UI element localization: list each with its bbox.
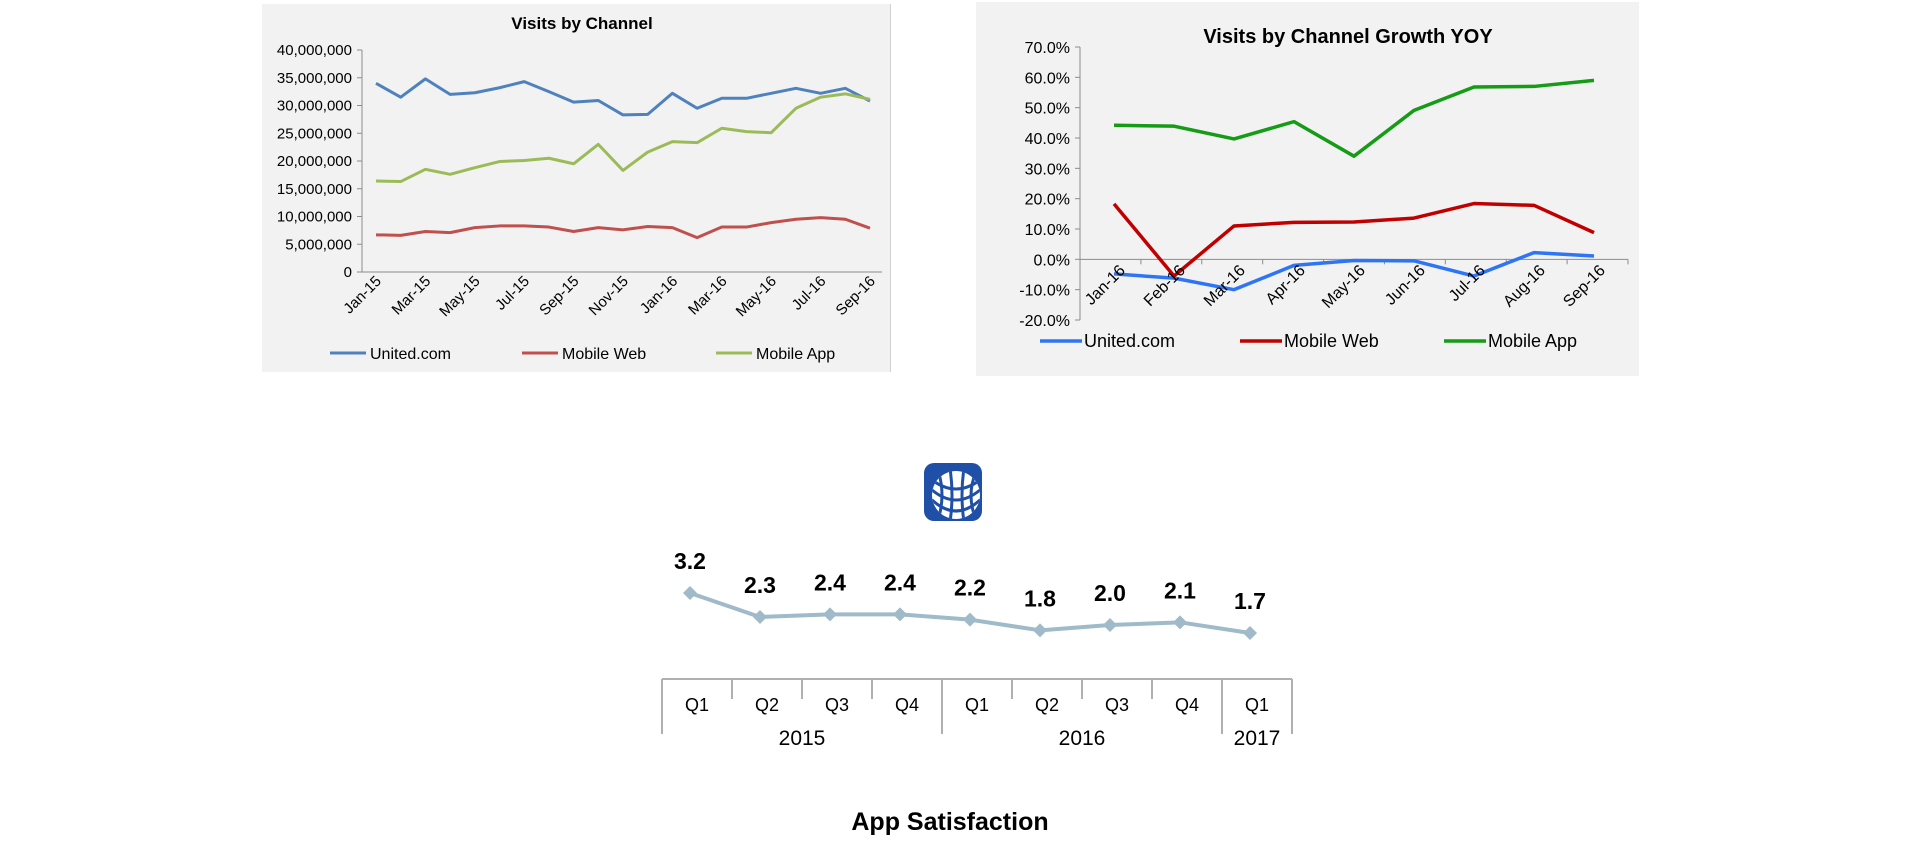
x-tick-label: Jan-16 xyxy=(1082,262,1129,309)
series-line-mobile-app xyxy=(1113,78,1595,158)
chart-title: Visits by Channel Growth YOY xyxy=(1203,26,1493,48)
y-tick-label: 10,000,000 xyxy=(277,209,352,226)
visits-growth-yoy-panel: Visits by Channel Growth YOY -20.0% -10.0… xyxy=(976,2,1639,376)
data-label: 2.3 xyxy=(744,572,776,598)
data-point-marker xyxy=(963,612,977,627)
quarter-label: Q1 xyxy=(685,695,709,715)
globe-logo-icon xyxy=(924,463,982,521)
visits-by-channel-chart: Visits by Channel 0 5,000,000 10,000,000 15… xyxy=(277,14,882,363)
x-tick-label: Sep-16 xyxy=(833,273,879,319)
quarter-label: Q4 xyxy=(895,695,919,715)
data-label: 3.2 xyxy=(674,548,706,574)
data-point-marker xyxy=(753,610,767,624)
y-tick-label: 0 xyxy=(344,264,352,281)
quarter-label: Q2 xyxy=(1035,695,1059,715)
visits-by-channel-panel: Visits by Channel 0 5,000,000 10,000,000 15… xyxy=(262,4,891,372)
quarter-label: Q2 xyxy=(755,695,779,715)
series-line-mobile-app xyxy=(375,92,871,184)
series-line-united-com xyxy=(1113,250,1595,292)
data-point-marker xyxy=(1103,618,1117,632)
data-label: 2.2 xyxy=(954,575,986,601)
y-tick-label: 30.0% xyxy=(1025,161,1070,178)
legend-label: Mobile App xyxy=(1488,331,1577,351)
quarter-label: Q4 xyxy=(1175,695,1199,715)
data-point-marker xyxy=(893,607,907,622)
y-tick-label: 10.0% xyxy=(1025,222,1070,239)
series-line-mobile-web xyxy=(1112,201,1595,278)
data-point-marker xyxy=(823,607,837,622)
x-tick-label: Nov-15 xyxy=(586,273,632,319)
x-tick-label: May-15 xyxy=(436,273,483,320)
x-tick-label: Jul-16 xyxy=(789,273,830,314)
x-tick-label: Aug-16 xyxy=(1500,262,1549,311)
data-point-marker xyxy=(1033,623,1047,638)
y-tick-label: 5,000,000 xyxy=(285,236,352,253)
data-label: 1.8 xyxy=(1024,585,1056,611)
chart-title: Visits by Channel xyxy=(511,14,652,33)
x-tick-label: Mar-16 xyxy=(685,273,731,319)
quarter-label: Q3 xyxy=(1105,695,1129,715)
y-tick-label: 30,000,000 xyxy=(277,98,352,115)
x-tick-label: Sep-16 xyxy=(1560,262,1609,311)
year-label: 2017 xyxy=(1234,727,1281,750)
series-line-united-com xyxy=(375,77,871,117)
y-tick-label: 40.0% xyxy=(1025,131,1070,148)
data-point-marker xyxy=(1173,615,1187,630)
legend-label: United.com xyxy=(1084,331,1175,351)
x-tick-label: Jan-16 xyxy=(637,273,681,317)
legend-label: Mobile App xyxy=(756,346,835,363)
visits-growth-yoy-chart: Visits by Channel Growth YOY -20.0% -10.0… xyxy=(1019,26,1629,351)
y-tick-label: 25,000,000 xyxy=(277,125,352,142)
y-tick-label: 20,000,000 xyxy=(277,153,352,170)
data-label: 2.4 xyxy=(884,569,916,595)
x-tick-label: May-16 xyxy=(733,273,780,320)
quarter-label: Q1 xyxy=(965,695,989,715)
x-tick-label: Mar-15 xyxy=(389,273,435,319)
x-tick-label: Jul-15 xyxy=(492,273,533,314)
y-tick-label: 15,000,000 xyxy=(277,181,352,198)
app-satisfaction-chart: 3.2 2.3 2.4 2.4 2.2 1.8 2.0 2.1 1.7 Q1 Q2 Q3 Q4 Q1 Q2… xyxy=(661,463,1293,836)
x-tick-label: Jun-16 xyxy=(1382,262,1429,309)
data-point-marker xyxy=(1243,626,1257,640)
x-tick-label: Jul-16 xyxy=(1446,262,1489,305)
year-label: 2016 xyxy=(1059,727,1106,750)
data-label: 2.1 xyxy=(1164,577,1196,603)
x-tick-label: Feb-16 xyxy=(1141,262,1189,310)
data-label: 2.0 xyxy=(1094,580,1126,606)
y-tick-label: 60.0% xyxy=(1025,70,1070,87)
app-satisfaction-panel: 3.2 2.3 2.4 2.4 2.2 1.8 2.0 2.1 1.7 Q1 Q2 Q3 Q4 Q1 Q2… xyxy=(620,450,1300,848)
y-tick-label: 40,000,000 xyxy=(277,42,352,59)
data-label: 1.7 xyxy=(1234,588,1266,614)
x-tick-label: Sep-15 xyxy=(536,273,582,319)
y-tick-label: 20.0% xyxy=(1025,192,1070,209)
x-tick-label: May-16 xyxy=(1319,262,1369,312)
y-tick-label: -10.0% xyxy=(1019,283,1070,300)
y-tick-label: 50.0% xyxy=(1025,101,1070,118)
quarter-label: Q3 xyxy=(825,695,849,715)
y-tick-label: 70.0% xyxy=(1025,40,1070,57)
series-line-mobile-web xyxy=(375,216,871,240)
data-label: 2.4 xyxy=(814,569,846,595)
y-tick-label: -20.0% xyxy=(1019,313,1070,330)
legend-label: Mobile Web xyxy=(1284,331,1379,351)
legend-label: Mobile Web xyxy=(562,346,646,363)
y-tick-label: 35,000,000 xyxy=(277,70,352,87)
year-label: 2015 xyxy=(779,727,826,750)
data-point-marker xyxy=(683,586,697,600)
legend-label: United.com xyxy=(370,346,451,363)
quarter-label: Q1 xyxy=(1245,695,1269,715)
y-tick-label: 0.0% xyxy=(1034,252,1070,269)
chart-title: App Satisfaction xyxy=(851,808,1048,836)
